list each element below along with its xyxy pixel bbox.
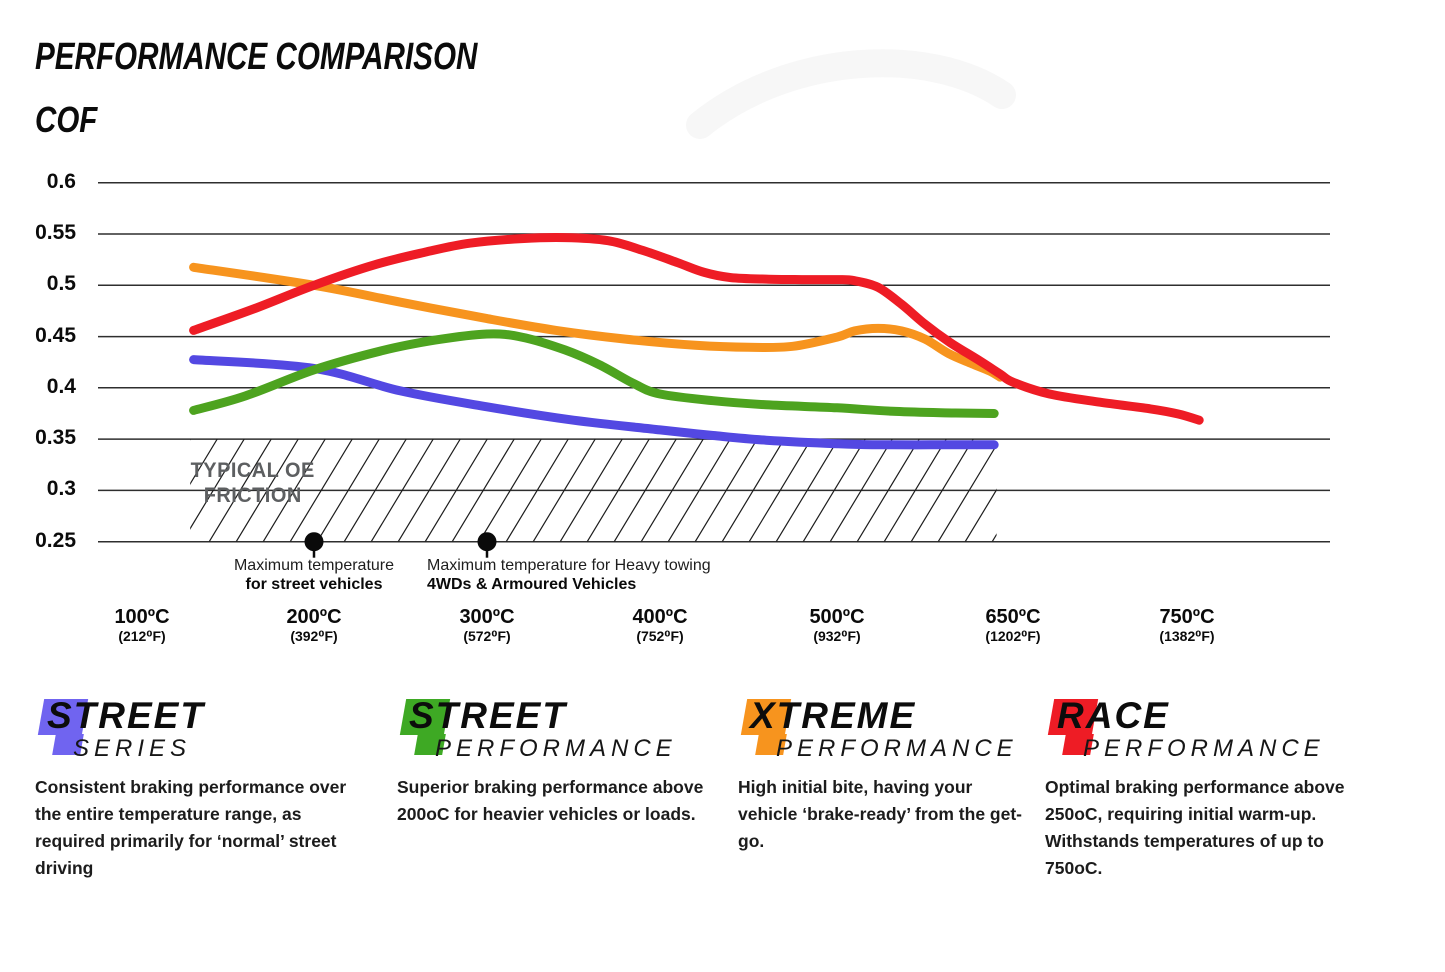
race-performance-word2: PERFORMANCE	[1083, 735, 1325, 762]
x-tick-celsius: 750ºC	[1159, 606, 1215, 628]
street-series-word1: STREET	[47, 695, 205, 736]
marker-annotation-line2: 4WDs & Armoured Vehicles	[427, 576, 637, 593]
x-tick-fahrenheit: (392⁰F)	[290, 628, 338, 644]
legend-street-series: STREET SERIES Consistent braking perform…	[35, 695, 365, 883]
y-axis-title: COF	[35, 99, 98, 140]
street-series-word2: SERIES	[73, 735, 192, 762]
race-performance-description: Optimal braking performance above 250oC,…	[1045, 777, 1345, 879]
x-tick-label: 750ºC (1382⁰F)	[1107, 606, 1267, 645]
y-tick-label: 0.55	[35, 221, 76, 244]
y-tick-label: 0.6	[46, 170, 76, 193]
xtreme-performance-logo: XTREME PERFORMANCE	[738, 695, 1023, 762]
legend-street-performance: STREET PERFORMANCE Superior braking perf…	[397, 695, 727, 828]
race-performance-word1: RACE	[1057, 695, 1170, 736]
typical-oe-friction-region	[190, 439, 997, 542]
marker-annotation: Maximum temperature for street vehicles	[204, 556, 424, 594]
page-title: PERFORMANCE COMPARISON	[35, 36, 478, 78]
x-tick-label: 500ºC (932⁰F)	[757, 606, 917, 645]
y-tick-label: 0.45	[35, 324, 76, 347]
y-tick-label: 0.25	[35, 529, 76, 552]
x-tick-fahrenheit: (212⁰F)	[118, 628, 166, 644]
y-tick-label: 0.3	[46, 477, 76, 500]
x-tick-label: 300ºC (572⁰F)	[407, 606, 567, 645]
race-performance-logo: RACE PERFORMANCE	[1045, 695, 1375, 762]
typical-oe-friction-label-line: TYPICAL OE	[190, 459, 315, 482]
street-performance-word2: PERFORMANCE	[435, 735, 677, 762]
street-performance-word1: STREET	[409, 695, 567, 736]
x-tick-celsius: 100ºC	[114, 606, 170, 628]
x-tick-celsius: 500ºC	[809, 606, 865, 628]
x-tick-celsius: 400ºC	[632, 606, 688, 628]
x-tick-label: 200ºC (392⁰F)	[234, 606, 394, 645]
y-tick-label: 0.4	[46, 375, 76, 398]
watermark-swoosh	[686, 49, 1016, 139]
x-tick-label: 650ºC (1202⁰F)	[933, 606, 1093, 645]
typical-oe-friction-label-line: FRICTION	[203, 484, 302, 507]
x-tick-fahrenheit: (932⁰F)	[813, 628, 861, 644]
marker-dot	[477, 532, 497, 552]
marker-annotation-line2: for street vehicles	[245, 576, 383, 593]
series-line-race-performance	[189, 232, 1204, 425]
marker-annotation: Maximum temperature for Heavy towing 4WDs…	[427, 556, 747, 594]
x-tick-celsius: 200ºC	[286, 606, 342, 628]
x-tick-fahrenheit: (1202⁰F)	[985, 628, 1041, 644]
x-tick-celsius: 650ºC	[985, 606, 1041, 628]
street-performance-description: Superior braking performance above 200oC…	[397, 777, 704, 825]
xtreme-performance-word2: PERFORMANCE	[776, 735, 1018, 762]
y-tick-label: 0.5	[46, 272, 76, 295]
x-tick-label: 100ºC (212⁰F)	[62, 606, 222, 645]
marker-annotation-line1: Maximum temperature for Heavy towing	[427, 557, 711, 574]
xtreme-performance-description: High initial bite, having your vehicle ‘…	[738, 777, 1022, 852]
street-performance-logo: STREET PERFORMANCE	[397, 695, 727, 762]
marker-dot	[304, 532, 324, 552]
marker-annotation-line1: Maximum temperature	[233, 557, 395, 574]
y-tick-label: 0.35	[35, 426, 76, 449]
street-series-logo: STREET SERIES	[35, 695, 365, 762]
series-line-street-series	[189, 355, 999, 450]
typical-oe-friction-label: TYPICAL OE FRICTION	[190, 458, 315, 508]
x-tick-celsius: 300ºC	[459, 606, 515, 628]
legend-race-performance: RACE PERFORMANCE Optimal braking perform…	[1045, 695, 1375, 883]
x-tick-fahrenheit: (572⁰F)	[463, 628, 511, 644]
x-tick-label: 400ºC (752⁰F)	[580, 606, 740, 645]
series-line-xtreme-performance	[189, 262, 1005, 382]
legend-xtreme-performance: XTREME PERFORMANCE High initial bite, ha…	[738, 695, 1023, 855]
street-series-description: Consistent braking performance over the …	[35, 777, 347, 879]
series-line-street-performance	[189, 329, 999, 418]
xtreme-performance-word1: XTREME	[750, 695, 917, 736]
x-tick-fahrenheit: (1382⁰F)	[1159, 628, 1215, 644]
x-tick-fahrenheit: (752⁰F)	[636, 628, 684, 644]
